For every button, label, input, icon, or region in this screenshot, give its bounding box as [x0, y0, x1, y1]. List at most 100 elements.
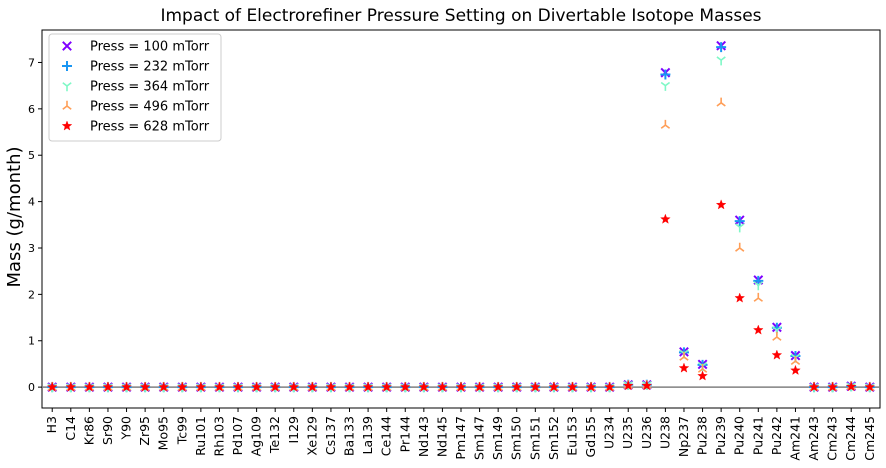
data-point [697, 363, 708, 373]
x-tick-label: Zr95 [137, 416, 152, 446]
data-point [715, 199, 727, 210]
data-point [716, 56, 726, 66]
x-tick-label: H3 [44, 416, 59, 433]
legend-label: Press = 628 mTorr [90, 120, 210, 135]
data-point [716, 97, 726, 107]
chart-title: Impact of Electrorefiner Pressure Settin… [160, 6, 761, 26]
x-tick-label: Mo95 [156, 416, 171, 450]
data-point [158, 381, 170, 392]
x-tick-label: Nd143 [416, 416, 431, 457]
data-point [362, 381, 374, 392]
y-tick-label: 6 [28, 103, 35, 116]
data-point [46, 381, 58, 392]
x-tick-label: Pu239 [713, 416, 728, 455]
x-tick-label: La139 [360, 416, 375, 455]
data-point [772, 331, 782, 341]
x-tick-label: Y90 [119, 416, 134, 441]
x-tick-label: Ce144 [379, 416, 394, 456]
x-tick-label: Cm243 [825, 416, 840, 461]
data-point [567, 381, 578, 392]
x-tick-label: Sm152 [546, 416, 561, 460]
data-point [288, 381, 300, 392]
x-tick-label: Sr90 [100, 416, 115, 445]
x-tick-label: Pm147 [453, 416, 468, 460]
x-tick-label: Am241 [787, 416, 802, 461]
data-point [176, 381, 188, 392]
legend-marker [62, 82, 72, 92]
legend-label: Press = 232 mTorr [90, 60, 210, 75]
x-tick-label: Cm245 [862, 416, 877, 461]
x-tick-label: Pd107 [230, 416, 245, 455]
x-tick-label: U238 [657, 416, 672, 449]
data-point [716, 42, 727, 53]
y-tick-label: 3 [28, 242, 35, 255]
data-point [735, 242, 745, 252]
data-point [604, 381, 615, 392]
data-point [660, 213, 671, 224]
data-point [734, 216, 745, 227]
data-point [771, 349, 783, 360]
x-tick-label: Pr144 [397, 416, 412, 452]
legend-marker [61, 120, 73, 131]
x-tick-label: U236 [639, 416, 654, 449]
x-tick-label: U235 [620, 416, 635, 449]
x-tick-label: Pu238 [695, 416, 710, 455]
data-point [492, 381, 504, 392]
y-tick-label: 1 [28, 335, 35, 348]
data-point [418, 381, 430, 392]
x-tick-label: Xe129 [304, 416, 319, 456]
x-tick-label: Sm149 [490, 416, 505, 460]
data-point [344, 381, 355, 392]
data-point [753, 292, 763, 302]
data-point [660, 81, 671, 91]
x-tick-label: Nd145 [434, 416, 449, 457]
x-tick-label: Tc99 [174, 416, 189, 445]
x-tick-label: Rh103 [211, 416, 226, 456]
data-point [251, 381, 262, 392]
x-tick-label: Np237 [676, 416, 691, 457]
x-tick-label: Sm150 [509, 416, 524, 460]
legend-marker [62, 100, 72, 110]
x-tick-label: Cs137 [323, 416, 338, 455]
legend: Press = 100 mTorr Press = 232 mTorr Press … [48, 33, 222, 142]
data-point [269, 381, 281, 392]
data-point [65, 381, 77, 392]
series-5 [46, 199, 876, 392]
data-point [530, 381, 541, 392]
data-point [455, 381, 467, 392]
data-point [734, 292, 746, 303]
data-point [790, 364, 801, 375]
x-tick-label: Pu240 [732, 416, 747, 455]
legend-label: Press = 100 mTorr [90, 40, 210, 55]
x-tick-label: Eu153 [564, 416, 579, 456]
x-tick-label: Gd155 [583, 416, 598, 457]
data-point [399, 381, 411, 392]
x-tick-label: I129 [286, 416, 301, 444]
x-tick-label: Pu241 [750, 416, 765, 455]
legend-marker [62, 41, 72, 51]
legend-box [48, 33, 222, 142]
data-point [752, 324, 764, 335]
y-tick-label: 7 [28, 56, 35, 69]
data-point [139, 381, 151, 392]
data-point [864, 381, 876, 392]
x-tick-label: Cm244 [843, 416, 858, 461]
x-tick-label: U234 [602, 416, 617, 449]
data-point [845, 381, 857, 392]
data-point [622, 380, 634, 391]
data-point [474, 381, 485, 392]
data-point [808, 381, 820, 392]
x-tick-label: Kr86 [81, 416, 96, 445]
x-tick-label: Ag109 [249, 416, 264, 456]
y-tick-label: 0 [28, 381, 35, 394]
data-point [827, 381, 838, 392]
y-tick-label: 5 [28, 149, 35, 162]
y-tick-label: 4 [28, 196, 35, 209]
x-tick-label: Te132 [267, 416, 282, 454]
data-point [697, 370, 708, 381]
data-point [381, 381, 392, 392]
data-point [84, 381, 95, 392]
data-point [307, 381, 318, 392]
series-4 [47, 97, 875, 391]
